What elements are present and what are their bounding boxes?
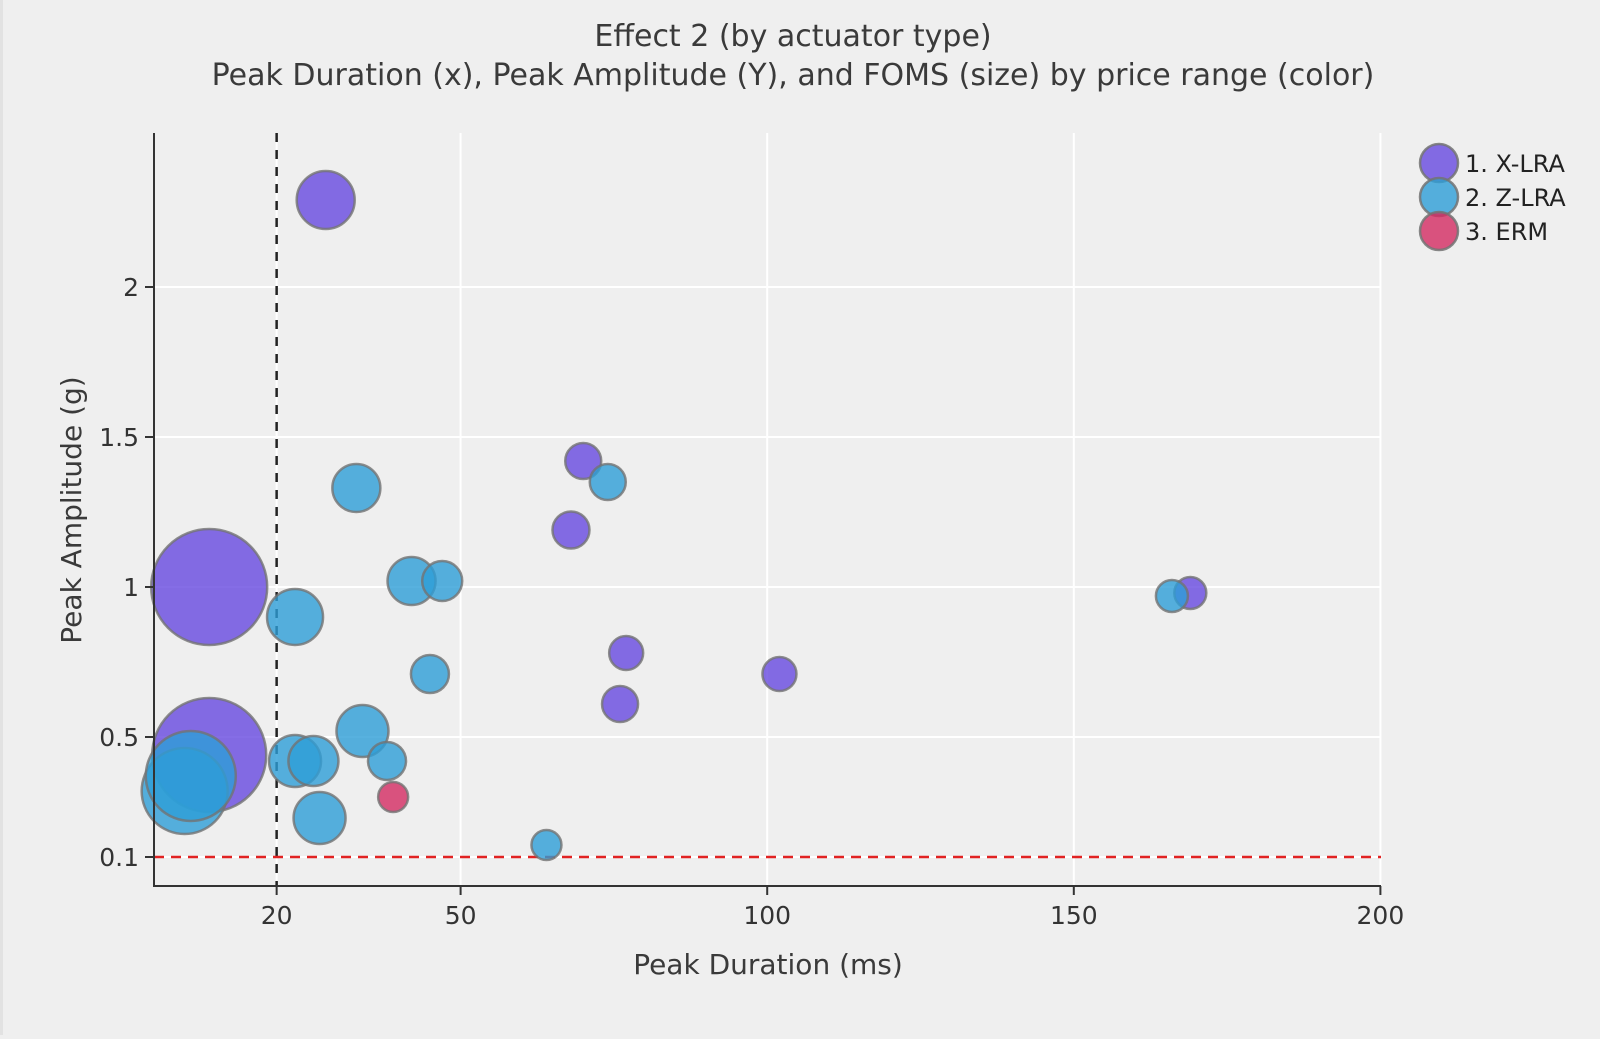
bubbles [140, 169, 1208, 862]
bubble--z-lra[interactable] [292, 790, 347, 846]
x-tick-label: 50 [445, 901, 477, 930]
legend-item-erm[interactable]: 3. ERM [1465, 218, 1548, 246]
legend-swatch-2[interactable] [1418, 176, 1460, 218]
bubble--z-lra[interactable] [420, 559, 464, 603]
reference-lines [154, 133, 1381, 886]
bubble--erm[interactable] [376, 780, 410, 814]
bubble-chart: 0.1 0.5 1 1.5 2 20 50 100 150 200 Effect 2 (by ac… [55, 19, 1566, 981]
axes: 0.1 0.5 1 1.5 2 20 50 100 150 200 [99, 133, 1404, 930]
bubble--x-lra[interactable] [563, 441, 603, 481]
bubble--x-lra[interactable] [761, 655, 798, 693]
bubble--x-lra[interactable] [600, 684, 640, 724]
legend-swatch-3[interactable] [1418, 210, 1460, 252]
bubble--x-lra[interactable] [295, 169, 356, 231]
bubble--z-lra[interactable] [331, 462, 382, 514]
bubble--z-lra[interactable] [366, 740, 408, 782]
legend-item-x-lra[interactable]: 1. X-LRA [1465, 150, 1566, 178]
legend-swatches [1418, 142, 1460, 252]
y-axis-title: Peak Amplitude (g) [55, 376, 88, 643]
bubble--z-lra[interactable] [1154, 578, 1190, 614]
chart-title: Effect 2 (by actuator type) [594, 19, 991, 54]
y-tick-label: 0.5 [99, 723, 139, 752]
bubble--z-lra[interactable] [409, 653, 451, 695]
bubble--z-lra[interactable] [588, 462, 628, 502]
bubble--x-lra[interactable] [551, 510, 591, 550]
bubble--z-lra[interactable] [335, 703, 390, 759]
bubble--z-lra[interactable] [265, 587, 325, 647]
gridlines [154, 133, 1382, 886]
y-tick-label: 1.5 [99, 423, 139, 452]
x-tick-label: 100 [743, 901, 791, 930]
x-axis-title: Peak Duration (ms) [633, 948, 903, 981]
x-tick-label: 20 [261, 901, 293, 930]
x-tick-label: 200 [1357, 901, 1405, 930]
bubble--x-lra[interactable] [149, 527, 269, 647]
chart-subtitle: Peak Duration (x), Peak Amplitude (Y), a… [212, 58, 1375, 93]
bubble--z-lra[interactable] [144, 729, 238, 823]
bubble--z-lra[interactable] [287, 734, 340, 788]
y-tick-label: 1 [123, 573, 139, 602]
y-tick-label: 0.1 [99, 843, 139, 872]
x-tick-label: 150 [1050, 901, 1098, 930]
bubble--z-lra[interactable] [530, 828, 563, 862]
y-tick-label: 2 [123, 273, 139, 302]
legend-item-z-lra[interactable]: 2. Z-LRA [1465, 184, 1566, 212]
legend-swatch-1[interactable] [1418, 142, 1460, 184]
bubble--x-lra[interactable] [607, 634, 645, 672]
